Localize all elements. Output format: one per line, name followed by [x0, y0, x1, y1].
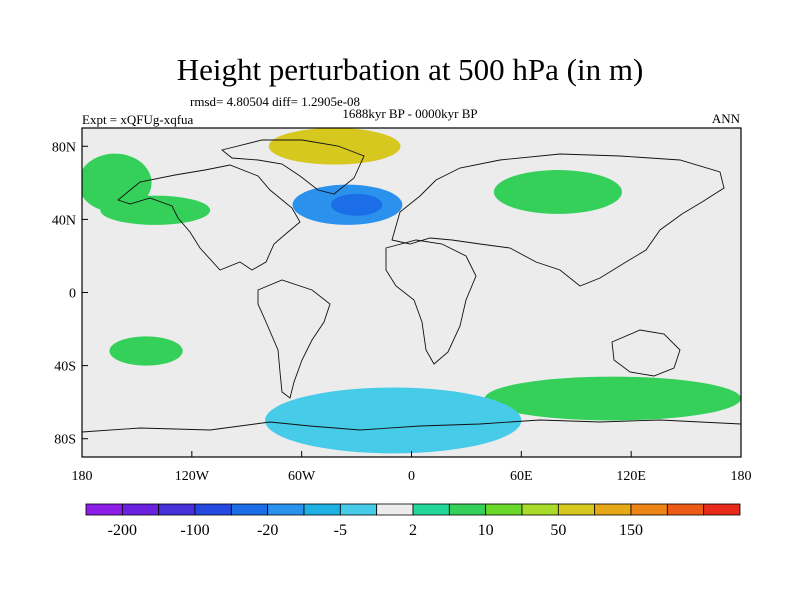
period-label: 1688kyr BP - 0000kyr BP	[342, 106, 477, 121]
chart-title: Height perturbation at 500 hPa (in m)	[177, 52, 644, 87]
colorbar-swatch-7	[303, 503, 341, 516]
colorbar-swatch-14	[557, 503, 596, 516]
colorbar-label-3: -20	[257, 522, 278, 539]
colorbar-label-4: -5	[334, 522, 347, 539]
anomaly-region-7	[484, 376, 741, 421]
europe-asia-coastline	[391, 153, 725, 287]
colorbar-swatch-11	[448, 503, 487, 516]
plot-area: 180 120W 60W 0 60E 120E 180 80N 40N 0 40S 80S	[52, 127, 752, 484]
colorbar-swatch-8	[339, 503, 378, 516]
south-america-coastline	[257, 279, 331, 399]
anomaly-region-8	[265, 387, 522, 454]
colorbar-swatch-3	[158, 503, 196, 516]
australia-coastline	[611, 329, 681, 377]
colorbar-swatch-4	[194, 503, 232, 516]
y-tick-label-1: 80N	[52, 140, 76, 155]
colorbar-swatch-10	[412, 503, 450, 516]
colorbar: -200 -100 -20 -5 2 10 50 150	[85, 503, 741, 539]
x-tick-label-1: 180	[72, 469, 93, 484]
experiment-label: Expt = xQFUg-xqfua	[82, 112, 194, 127]
y-axis-ticks: 80N 40N 0 40S 80S	[52, 140, 88, 448]
y-tick-label-5: 80S	[54, 433, 76, 448]
colorbar-swatch-15	[594, 503, 632, 516]
anomaly-region-4	[268, 128, 401, 165]
colorbar-label-7: 50	[550, 522, 566, 539]
colorbar-label-2: -100	[180, 522, 209, 539]
coastlines	[82, 139, 741, 433]
colorbar-label-5: 2	[409, 522, 417, 539]
north-america-coastline	[117, 164, 301, 271]
africa-coastline	[385, 239, 477, 365]
x-tick-label-7: 180	[731, 469, 752, 484]
x-tick-label-2: 120W	[175, 469, 210, 484]
x-tick-label-3: 60W	[288, 469, 316, 484]
x-tick-label-4: 0	[408, 469, 415, 484]
anomaly-region-6	[493, 170, 623, 214]
greenland-coastline	[221, 139, 365, 195]
antarctica-coastline	[82, 419, 741, 433]
colorbar-label-6: 10	[478, 522, 494, 539]
x-tick-label-6: 120E	[616, 469, 646, 484]
colorbar-swatch-17	[666, 503, 705, 516]
y-tick-label-3: 0	[69, 287, 76, 302]
x-axis-ticks: 180 120W 60W 0 60E 120E 180	[72, 451, 752, 484]
anomaly-region-9	[109, 336, 183, 366]
colorbar-swatch-5	[230, 503, 269, 516]
colorbar-swatch-1	[85, 503, 123, 516]
stats-label: rmsd= 4.80504 diff= 1.2905e-08	[190, 94, 360, 109]
colorbar-swatch-6	[267, 503, 305, 516]
colorbar-swatch-18	[703, 503, 741, 516]
colorbar-label-8: 150	[619, 522, 643, 539]
colorbar-swatch-13	[521, 503, 559, 516]
x-tick-label-5: 60E	[510, 469, 533, 484]
y-tick-label-2: 40N	[52, 213, 76, 228]
colorbar-swatch-9	[376, 503, 414, 516]
colorbar-swatch-2	[121, 503, 160, 516]
colorbar-swatch-12	[485, 503, 523, 516]
season-label: ANN	[712, 111, 741, 126]
colorbar-swatch-16	[630, 503, 668, 516]
y-tick-label-4: 40S	[54, 360, 76, 375]
anomaly-region-2	[330, 193, 383, 216]
colorbar-label-1: -200	[108, 522, 137, 539]
